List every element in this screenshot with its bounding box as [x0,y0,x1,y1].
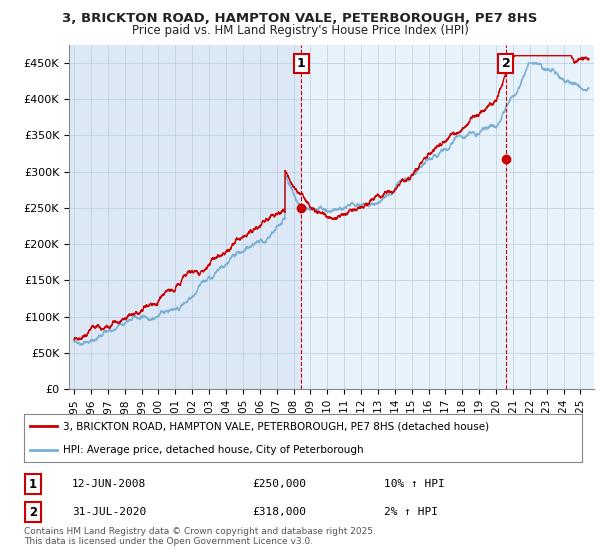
Text: 12-JUN-2008: 12-JUN-2008 [72,479,146,489]
Text: 3, BRICKTON ROAD, HAMPTON VALE, PETERBOROUGH, PE7 8HS: 3, BRICKTON ROAD, HAMPTON VALE, PETERBOR… [62,12,538,25]
Bar [301,45,598,389]
Text: 2% ↑ HPI: 2% ↑ HPI [384,507,438,517]
Text: 2: 2 [29,506,37,519]
Text: Contains HM Land Registry data © Crown copyright and database right 2025.
This d: Contains HM Land Registry data © Crown c… [24,526,376,546]
Text: Price paid vs. HM Land Registry's House Price Index (HPI): Price paid vs. HM Land Registry's House … [131,24,469,36]
Text: £318,000: £318,000 [252,507,306,517]
Text: 1: 1 [29,478,37,491]
Text: 10% ↑ HPI: 10% ↑ HPI [384,479,445,489]
Text: £250,000: £250,000 [252,479,306,489]
Text: 2: 2 [502,57,510,70]
Text: 3, BRICKTON ROAD, HAMPTON VALE, PETERBOROUGH, PE7 8HS (detached house): 3, BRICKTON ROAD, HAMPTON VALE, PETERBOR… [63,421,489,431]
Text: HPI: Average price, detached house, City of Peterborough: HPI: Average price, detached house, City… [63,445,364,455]
Text: 1: 1 [297,57,305,70]
Text: 31-JUL-2020: 31-JUL-2020 [72,507,146,517]
